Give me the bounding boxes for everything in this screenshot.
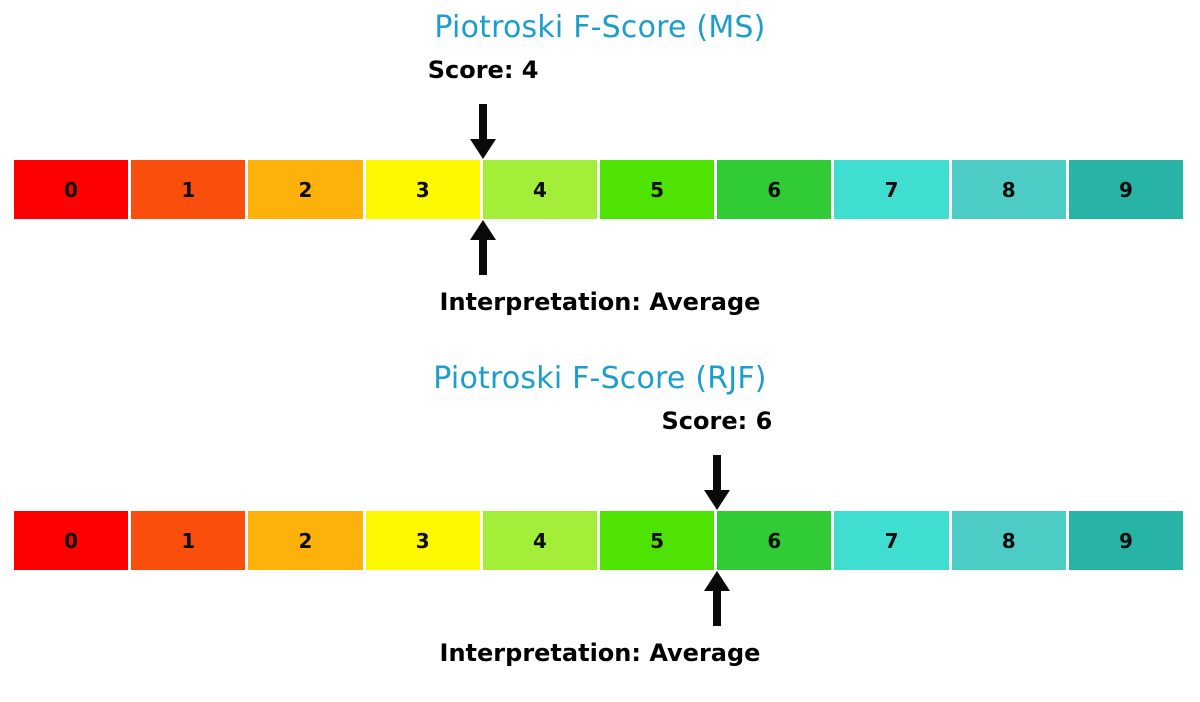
score-scale-bar: 0 1 2 3 4 5 6 7 8 9 bbox=[14, 160, 1184, 219]
scale-cell-label: 3 bbox=[415, 528, 430, 553]
scale-cell-1: 1 bbox=[131, 511, 246, 570]
interpretation-label: Interpretation: Average bbox=[439, 288, 761, 316]
scale-cell-label: 1 bbox=[181, 177, 196, 202]
arrow-shaft bbox=[712, 455, 721, 490]
scale-cell-label: 9 bbox=[1118, 528, 1133, 553]
scale-cell-9: 9 bbox=[1068, 511, 1184, 570]
scale-cell-label: 0 bbox=[64, 528, 79, 553]
scale-cell-label: 7 bbox=[884, 177, 899, 202]
scale-cell-3: 3 bbox=[365, 511, 480, 570]
scale-cell-5: 5 bbox=[600, 511, 715, 570]
scale-cell-label: 5 bbox=[650, 177, 665, 202]
interpretation-arrow-up-icon bbox=[703, 571, 730, 626]
interpretation-arrow-up-icon bbox=[470, 220, 497, 275]
scale-cell-4: 4 bbox=[482, 160, 598, 219]
scale-cell-8: 8 bbox=[951, 511, 1066, 570]
arrow-shaft bbox=[479, 104, 488, 139]
scale-cell-label: 6 bbox=[767, 528, 782, 553]
scale-cell-label: 8 bbox=[1001, 528, 1016, 553]
scale-cell-label: 0 bbox=[64, 177, 79, 202]
scale-cell-label: 9 bbox=[1118, 177, 1133, 202]
scale-cell-label: 3 bbox=[415, 177, 430, 202]
scale-cell-8: 8 bbox=[951, 160, 1066, 219]
scale-cell-label: 2 bbox=[298, 177, 313, 202]
scale-cell-9: 9 bbox=[1068, 160, 1184, 219]
score-label: Score: 6 bbox=[661, 407, 773, 435]
chart-title: Piotroski F-Score (RJF) bbox=[433, 361, 767, 396]
scale-cell-3: 3 bbox=[365, 160, 480, 219]
scale-cell-label: 8 bbox=[1001, 177, 1016, 202]
scale-cell-1: 1 bbox=[131, 160, 246, 219]
scale-cell-label: 4 bbox=[532, 177, 547, 202]
chart-ms: Piotroski F-Score (MS) Score: 4 0 1 2 3 4 5 6 7… bbox=[0, 0, 1200, 330]
scale-cell-2: 2 bbox=[248, 511, 363, 570]
scale-cell-0: 0 bbox=[14, 160, 129, 219]
arrow-head bbox=[470, 139, 497, 159]
score-arrow-down-icon bbox=[470, 104, 497, 159]
arrow-shaft bbox=[479, 240, 488, 275]
scale-cell-6: 6 bbox=[717, 160, 832, 219]
chart-title: Piotroski F-Score (MS) bbox=[434, 10, 766, 45]
scale-cell-label: 2 bbox=[298, 528, 313, 553]
scale-cell-7: 7 bbox=[834, 160, 949, 219]
score-arrow-down-icon bbox=[703, 455, 730, 510]
scale-cell-6: 6 bbox=[717, 511, 832, 570]
arrow-head bbox=[703, 571, 730, 591]
arrow-head bbox=[470, 220, 497, 240]
scale-cell-label: 7 bbox=[884, 528, 899, 553]
chart-rjf: Piotroski F-Score (RJF) Score: 6 0 1 2 3 4 5 6… bbox=[0, 351, 1200, 702]
scale-cell-0: 0 bbox=[14, 511, 129, 570]
score-scale-bar: 0 1 2 3 4 5 6 7 8 9 bbox=[14, 511, 1184, 570]
scale-cell-7: 7 bbox=[834, 511, 949, 570]
scale-cell-label: 6 bbox=[767, 177, 782, 202]
score-label: Score: 4 bbox=[427, 56, 539, 84]
scale-cell-2: 2 bbox=[248, 160, 363, 219]
scale-cell-label: 1 bbox=[181, 528, 196, 553]
scale-cell-5: 5 bbox=[600, 160, 715, 219]
interpretation-label: Interpretation: Average bbox=[439, 639, 761, 667]
arrow-shaft bbox=[712, 591, 721, 626]
scale-cell-label: 5 bbox=[650, 528, 665, 553]
scale-cell-label: 4 bbox=[532, 528, 547, 553]
arrow-head bbox=[703, 490, 730, 510]
scale-cell-4: 4 bbox=[482, 511, 598, 570]
